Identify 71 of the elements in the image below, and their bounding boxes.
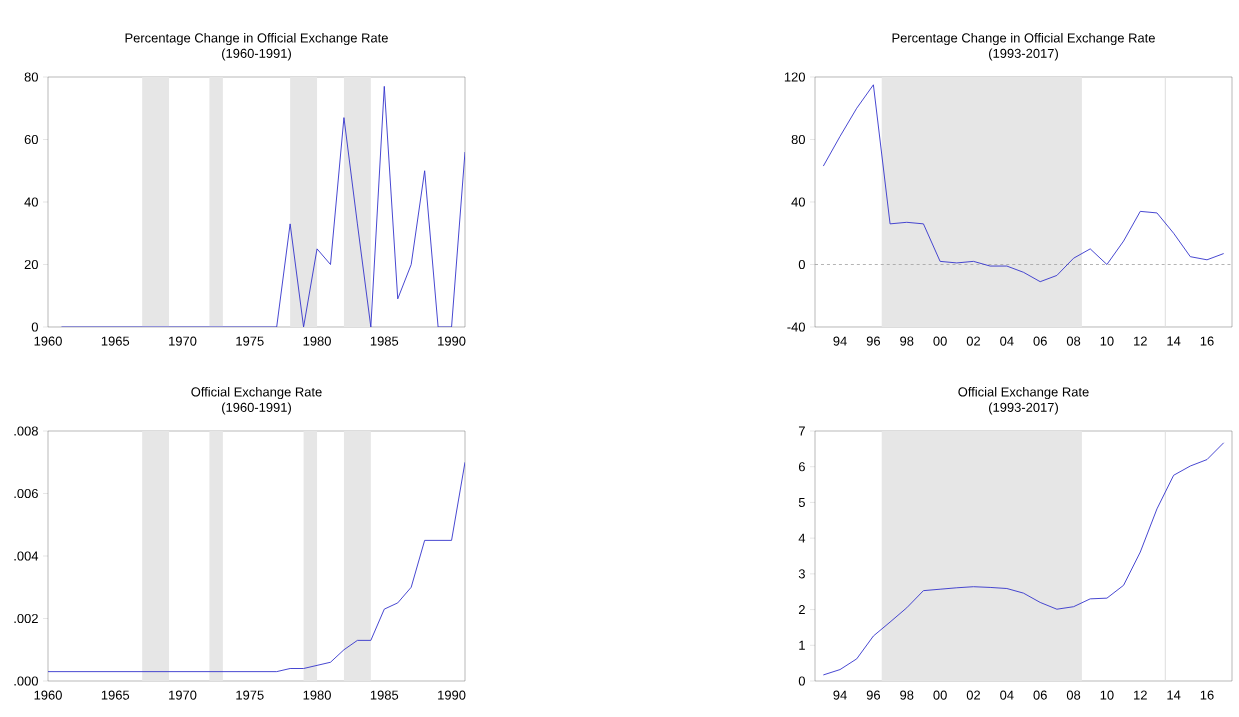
x-tick-label: 98: [900, 336, 914, 346]
y-tick-label: 0: [31, 322, 38, 332]
x-tick-label: 12: [1134, 690, 1147, 700]
y-tick-label: -40: [787, 322, 805, 332]
x-tick-label: 12: [1134, 336, 1147, 346]
chart-title: Percentage Change in Official Exchange Rate: [892, 32, 1155, 46]
y-tick-label: 5: [798, 497, 805, 507]
chart-subtitle: (1993-2017): [989, 48, 1058, 61]
y-tick-label: 7: [798, 426, 805, 436]
y-tick-label: 4: [798, 533, 806, 543]
x-tick-label: 04: [1000, 690, 1014, 700]
x-tick-label: 1965: [101, 336, 130, 346]
y-tick-label: 3: [798, 569, 805, 579]
chart-subtitle: (1993-2017): [989, 402, 1058, 415]
x-tick-label: 94: [833, 690, 847, 700]
x-tick-label: 02: [966, 690, 981, 700]
x-tick-label: 94: [833, 336, 847, 346]
x-tick-label: 1970: [169, 336, 197, 346]
x-tick-label: 06: [1033, 690, 1047, 700]
line-series: [822, 84, 1225, 283]
chart-title: Official Exchange Rate: [191, 387, 322, 400]
x-tick-label: 1980: [303, 336, 331, 346]
y-tick-label: .002: [14, 613, 38, 624]
x-tick-label: 00: [933, 690, 947, 700]
x-tick-label: 1975: [236, 690, 264, 700]
x-tick-label: 98: [900, 690, 914, 700]
x-tick-label: 10: [1100, 690, 1114, 700]
y-tick-label: 0: [798, 676, 805, 686]
x-tick-label: 16: [1200, 690, 1214, 700]
y-tick-label: 120: [784, 72, 805, 82]
x-tick-label: 16: [1200, 336, 1214, 346]
x-tick-label: 1985: [370, 690, 399, 700]
line-series: [822, 442, 1225, 676]
x-tick-label: 04: [1000, 336, 1014, 346]
y-tick-label: 0: [798, 259, 805, 270]
x-tick-label: 06: [1033, 336, 1047, 346]
x-tick-label: 10: [1100, 336, 1114, 346]
chart-title: Percentage Change in Official Exchange Rate: [125, 32, 388, 46]
x-tick-label: 1970: [169, 690, 197, 700]
y-tick-label: .008: [14, 426, 38, 436]
x-tick-label: 00: [933, 336, 947, 346]
x-tick-label: 1990: [438, 336, 466, 346]
x-tick-label: 1980: [303, 690, 331, 700]
x-tick-label: 1960: [34, 690, 62, 700]
x-tick-label: 1960: [34, 336, 62, 346]
y-tick-label: .000: [14, 676, 38, 686]
x-tick-label: 14: [1167, 690, 1181, 700]
x-tick-label: 1965: [101, 690, 130, 700]
chart-title: Official Exchange Rate: [958, 386, 1089, 400]
y-tick-label: 2: [798, 605, 805, 615]
y-tick-label: 6: [798, 462, 805, 472]
y-tick-label: 60: [24, 134, 38, 145]
y-tick-label: 80: [24, 72, 38, 82]
y-tick-label: 1: [799, 640, 805, 650]
y-tick-label: 80: [791, 134, 805, 145]
chart-subtitle: (1960-1991): [222, 48, 291, 61]
y-tick-label: 20: [24, 259, 38, 270]
x-tick-label: 1975: [236, 336, 264, 346]
y-tick-label: 40: [24, 197, 38, 207]
chart-subtitle: (1960-1991): [222, 402, 291, 415]
y-tick-label: .004: [14, 551, 39, 561]
x-tick-label: 1985: [370, 336, 399, 346]
y-tick-label: .006: [14, 488, 38, 499]
y-tick-label: 40: [791, 197, 805, 207]
x-tick-label: 14: [1167, 336, 1181, 346]
x-tick-label: 02: [966, 336, 981, 346]
x-tick-label: 1990: [438, 690, 466, 700]
x-tick-label: 08: [1066, 690, 1081, 700]
x-tick-label: 96: [866, 336, 881, 346]
x-tick-label: 96: [866, 690, 881, 700]
x-tick-label: 08: [1066, 336, 1081, 346]
